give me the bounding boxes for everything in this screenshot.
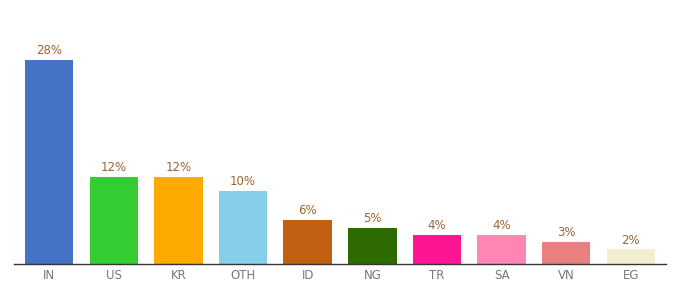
Text: 2%: 2% xyxy=(622,233,640,247)
Bar xyxy=(154,177,203,264)
Text: 12%: 12% xyxy=(165,161,192,174)
Bar xyxy=(542,242,590,264)
Text: 4%: 4% xyxy=(428,219,446,232)
Bar xyxy=(284,220,332,264)
Bar xyxy=(348,228,396,264)
Bar xyxy=(607,250,655,264)
Text: 28%: 28% xyxy=(36,44,62,58)
Bar xyxy=(477,235,526,264)
Text: 3%: 3% xyxy=(557,226,575,239)
Text: 4%: 4% xyxy=(492,219,511,232)
Text: 12%: 12% xyxy=(101,161,127,174)
Text: 10%: 10% xyxy=(230,176,256,188)
Bar xyxy=(25,60,73,264)
Bar xyxy=(219,191,267,264)
Text: 6%: 6% xyxy=(299,205,317,218)
Text: 5%: 5% xyxy=(363,212,381,225)
Bar xyxy=(90,177,138,264)
Bar xyxy=(413,235,461,264)
